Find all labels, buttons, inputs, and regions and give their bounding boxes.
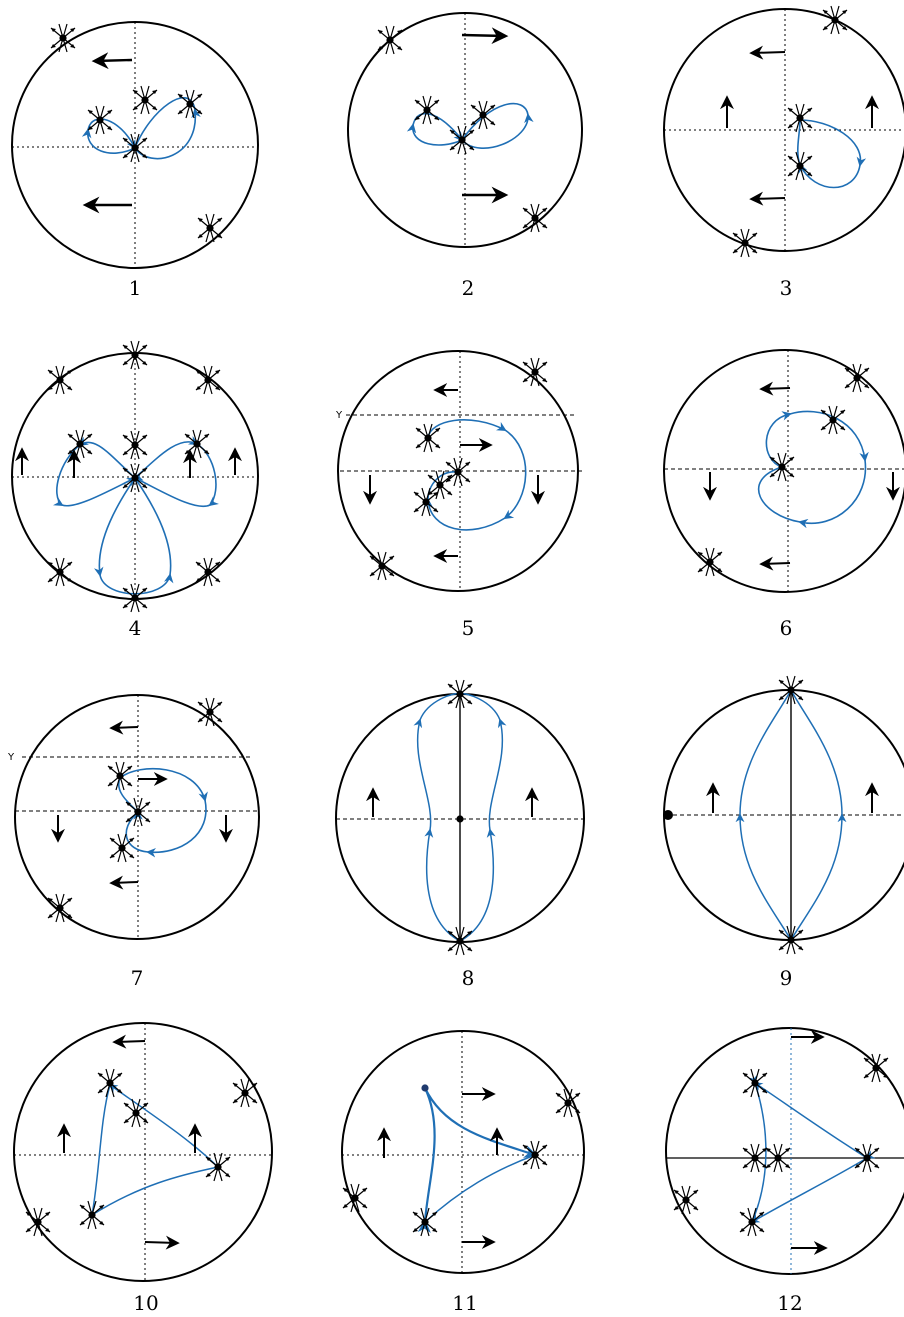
boundary-equilibrium bbox=[47, 365, 73, 395]
equilibrium-point bbox=[413, 487, 439, 517]
boundary-equilibrium bbox=[377, 25, 403, 55]
separatrix-loop bbox=[757, 410, 869, 529]
equilibrium-point bbox=[739, 1207, 765, 1237]
panel-3: 3 bbox=[663, 5, 904, 300]
flow-arrow bbox=[749, 45, 786, 60]
panel-label: 4 bbox=[129, 616, 142, 640]
disk-boundary bbox=[665, 1027, 904, 1275]
equilibrium-point bbox=[421, 1084, 429, 1092]
panel-4: 4 bbox=[11, 340, 259, 640]
panel-label: 6 bbox=[780, 616, 793, 640]
separatrix-left bbox=[735, 689, 792, 941]
panel-8: 8 bbox=[335, 679, 585, 990]
boundary-equilibrium bbox=[732, 228, 758, 258]
separatrix-left bbox=[413, 692, 461, 942]
boundary-equilibrium bbox=[197, 697, 223, 727]
panel-label: 9 bbox=[780, 966, 793, 990]
panel-2: 2 bbox=[347, 12, 583, 300]
equilibrium-point bbox=[742, 1068, 768, 1098]
disk-boundary bbox=[663, 349, 904, 593]
flow-arrow bbox=[749, 191, 786, 206]
boundary-equilibrium bbox=[50, 23, 76, 53]
equilibrium-point bbox=[769, 452, 795, 482]
disk-boundary bbox=[341, 1030, 585, 1274]
disk-boundary bbox=[14, 694, 260, 940]
boundary-equilibrium bbox=[232, 1078, 258, 1108]
panel-10: 10 bbox=[13, 1022, 273, 1315]
panel-11: 11 bbox=[341, 1030, 585, 1315]
disk-boundary bbox=[663, 689, 904, 941]
panel-label: 5 bbox=[462, 616, 475, 640]
panel-6: 6 bbox=[663, 349, 904, 640]
y-level-label: Y bbox=[335, 410, 343, 421]
flow-arrow bbox=[109, 720, 139, 735]
panel-7: Y 7 bbox=[7, 694, 260, 990]
equilibrium-point bbox=[414, 95, 440, 125]
equilibrium-point bbox=[107, 761, 133, 791]
boundary-equilibrium bbox=[822, 5, 848, 35]
equilibrium-point bbox=[97, 1068, 123, 1098]
panel-label: 8 bbox=[462, 966, 475, 990]
separatrix-triangle bbox=[91, 1085, 219, 1216]
flow-arrow bbox=[144, 1235, 180, 1250]
panel-1: 1 bbox=[11, 21, 259, 300]
panel-9: 9 bbox=[663, 675, 904, 990]
panel-12: 12 bbox=[665, 1027, 904, 1315]
equilibrium-point bbox=[177, 89, 203, 119]
equilibrium-point bbox=[456, 815, 464, 823]
separatrix bbox=[424, 1154, 536, 1223]
flow-arrow bbox=[91, 52, 133, 70]
panel-label: 3 bbox=[780, 276, 793, 300]
separatrix-triangle bbox=[752, 1083, 867, 1222]
flow-arrow bbox=[759, 381, 791, 396]
flow-arrow bbox=[759, 556, 791, 571]
separatrix-bold bbox=[425, 1087, 535, 1222]
separatrix-right bbox=[790, 689, 847, 941]
equilibrium-point bbox=[79, 1200, 105, 1230]
equilibrium-point bbox=[132, 85, 158, 115]
panel-label: 12 bbox=[777, 1291, 802, 1315]
boundary-equilibrium bbox=[863, 1053, 889, 1083]
panel-label: 1 bbox=[129, 276, 142, 300]
equilibrium-point bbox=[415, 423, 441, 453]
flow-arrow bbox=[112, 1034, 146, 1049]
equilibrium-point bbox=[820, 405, 846, 435]
separatrix-loop bbox=[52, 436, 220, 595]
equilibrium-point bbox=[184, 429, 210, 459]
disk-boundary bbox=[13, 1022, 273, 1282]
panel-5: Y 5 bbox=[335, 350, 582, 640]
boundary-equilibrium bbox=[197, 213, 223, 243]
boundary-equilibrium bbox=[663, 810, 673, 820]
equilibrium-point bbox=[205, 1152, 231, 1182]
flow-arrow bbox=[461, 27, 509, 45]
panel-label: 7 bbox=[131, 966, 144, 990]
separatrix-right bbox=[459, 692, 507, 942]
flow-arrow bbox=[109, 875, 139, 890]
equilibrium-point bbox=[109, 833, 135, 863]
panel-label: 10 bbox=[133, 1291, 158, 1315]
panel-label: 11 bbox=[452, 1291, 477, 1315]
panel-label: 2 bbox=[462, 276, 475, 300]
y-level-label: Y bbox=[7, 752, 15, 763]
separatrix-loop bbox=[797, 119, 867, 189]
boundary-equilibrium bbox=[47, 557, 73, 587]
boundary-equilibrium bbox=[673, 1185, 699, 1215]
